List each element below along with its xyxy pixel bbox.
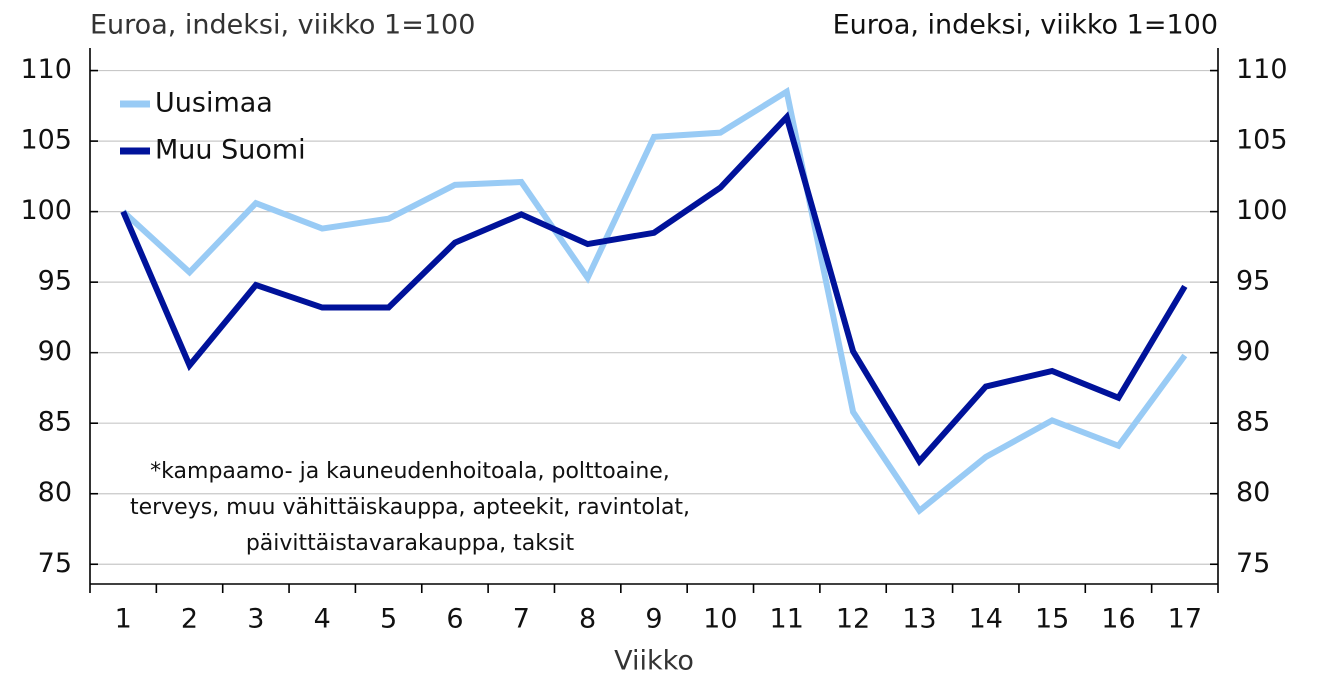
y-tick-label: 90 [38, 336, 72, 367]
x-tick-label: 11 [770, 604, 804, 635]
y-tick-label: 105 [20, 125, 72, 156]
x-tick-label: 5 [380, 604, 397, 635]
x-tick-label: 9 [645, 604, 662, 635]
y2-tick-label: 85 [1236, 407, 1270, 438]
x-tick-label: 4 [314, 604, 331, 635]
x-tick-label: 2 [181, 604, 198, 635]
y2-tick-label: 75 [1236, 548, 1270, 579]
legend-label: Uusimaa [155, 88, 273, 119]
y-tick-label: 100 [20, 195, 72, 226]
y2-tick-label: 100 [1236, 195, 1288, 226]
y-axis-label: Euroa, indeksi, viikko 1=100 [90, 10, 475, 41]
x-tick-label: 17 [1168, 604, 1202, 635]
legend-label: Muu Suomi [155, 135, 306, 166]
y2-tick-label: 90 [1236, 336, 1270, 367]
x-tick-label: 7 [513, 604, 530, 635]
y-tick-label: 110 [20, 54, 72, 85]
x-tick-label: 15 [1035, 604, 1069, 635]
x-tick-label: 6 [446, 604, 463, 635]
note: terveys, muu vähittäiskauppa, apteekit, … [130, 495, 690, 520]
x-tick-label: 16 [1101, 604, 1135, 635]
x-tick-label: 8 [579, 604, 596, 635]
data-line [121, 86, 1188, 516]
note: *kampaamo- ja kauneudenhoitoala, polttoa… [150, 459, 670, 484]
y-tick-label: 80 [38, 477, 72, 508]
y2-tick-label: 95 [1236, 266, 1270, 297]
y-tick-label: 95 [38, 266, 72, 297]
note: päivittäistavarakauppa, taksit [246, 531, 575, 556]
y2-tick-label: 105 [1236, 125, 1288, 156]
x-tick-label: 12 [836, 604, 870, 635]
x-tick-label: 10 [703, 604, 737, 635]
x-tick-label: 3 [247, 604, 264, 635]
y2-axis-label: Euroa, indeksi, viikko 1=100 [833, 10, 1218, 41]
x-tick-label: 1 [115, 604, 132, 635]
y2-tick-label: 80 [1236, 477, 1270, 508]
x-tick-label: 13 [902, 604, 936, 635]
y-tick-label: 85 [38, 407, 72, 438]
x-tick-label: 14 [969, 604, 1003, 635]
data-line [120, 111, 1188, 467]
y2-tick-label: 110 [1236, 54, 1288, 85]
x-axis-label: Viikko [614, 646, 694, 676]
y-tick-label: 75 [38, 548, 72, 579]
